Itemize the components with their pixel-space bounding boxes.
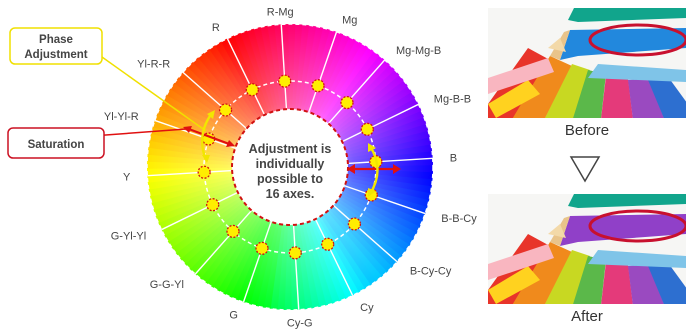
phase-arrowhead-left-down: [202, 155, 210, 163]
axis-label: Mg: [342, 15, 357, 27]
axis-line: [194, 209, 253, 275]
axis-label: B: [450, 152, 457, 164]
axis-label: Yl-R-R: [137, 59, 170, 71]
saturation-arrowhead-left-in: [226, 140, 235, 147]
axis-marker: [360, 122, 374, 136]
axis-line: [314, 218, 354, 296]
saturation-callout: [7, 127, 105, 159]
axis-marker: [278, 74, 292, 88]
axis-label: R: [212, 22, 220, 34]
axis-label: G: [229, 310, 238, 322]
axis-line: [344, 185, 426, 215]
axis-marker: [197, 165, 211, 179]
axis-label: Yl-Yl-R: [104, 111, 139, 123]
saturation-arrowhead-right-out: [393, 164, 401, 174]
axis-line: [292, 224, 300, 310]
axis-label: Cy-G: [287, 318, 313, 329]
after-photo: [488, 194, 686, 304]
after-caption: After: [571, 308, 603, 325]
center-text-line-3: possible to: [257, 172, 323, 186]
axis-marker: [311, 79, 325, 93]
axis-line: [280, 24, 288, 110]
axis-label: Y: [123, 172, 131, 184]
axis-label: R-Mg: [267, 6, 294, 18]
axis-line: [161, 191, 239, 231]
axis-marker: [255, 241, 269, 255]
axis-marker: [226, 224, 240, 239]
after-pencils-image: [488, 194, 686, 304]
saturation-arrowhead-left-out: [183, 126, 192, 133]
axis-line: [341, 103, 419, 143]
transition-down-arrow: [568, 154, 602, 184]
center-text-line-1: Adjustment is: [249, 142, 332, 156]
axis-label: G-Yl-Yl: [111, 230, 146, 242]
axis-label: Mg-Mg-B: [396, 45, 441, 57]
before-caption: Before: [564, 122, 610, 139]
saturation-arrowhead-right-in: [347, 164, 355, 174]
axis-line: [226, 38, 266, 116]
phase-callout-line-2: Adjustment: [24, 49, 87, 61]
axis-lines: [147, 24, 433, 310]
axis-marker: [340, 95, 354, 110]
axis-line: [327, 59, 386, 125]
saturation-arrow-left: [185, 126, 233, 147]
phase-arrowhead-left-up: [207, 110, 215, 119]
axis-label: B-Cy-Cy: [410, 265, 452, 277]
axis-label: Mg-B-B: [434, 94, 471, 106]
axis-label: B-B-Cy: [441, 213, 477, 225]
phase-callout-line-1: Phase: [39, 34, 73, 46]
phase-leader-line: [94, 51, 207, 132]
axis-marker: [321, 237, 335, 251]
axis-labels: R R-Mg Mg Mg-Mg-B Mg-B-B B B-B-Cy B-Cy-Cy Cy Cy-G…: [104, 6, 477, 329]
axis-line: [154, 119, 236, 149]
axis-marker: [347, 217, 362, 231]
phase-arrowhead-right-up: [368, 143, 376, 152]
down-triangle-icon: [569, 156, 601, 183]
outer-dashed-ring: [146, 23, 434, 311]
axis-label: G-G-Yl: [150, 279, 184, 291]
center-disc: [231, 108, 349, 226]
axis-marker: [206, 198, 220, 212]
axis-line: [242, 221, 272, 303]
axis-marker: [218, 103, 233, 117]
center-text-line-2: individually: [256, 157, 325, 171]
axis-marker: [288, 246, 302, 260]
after-highlight-ellipse: [588, 209, 686, 243]
axis-label: Cy: [360, 302, 374, 314]
phase-adjustment-callout: [9, 27, 103, 65]
before-photo: [488, 8, 686, 118]
axis-line: [182, 71, 248, 130]
before-pencils-image: [488, 8, 686, 118]
center-text-line-4: 16 axes.: [266, 187, 315, 201]
axis-line: [147, 169, 233, 177]
axis-line: [347, 157, 433, 165]
axis-marker: [245, 83, 259, 97]
saturation-callout-label: Saturation: [28, 139, 85, 151]
axis-line: [308, 31, 338, 113]
axis-line: [332, 204, 398, 263]
before-highlight-ellipse: [588, 23, 686, 57]
saturation-leader-line: [91, 128, 187, 137]
phase-arrowhead-right-down: [368, 188, 376, 197]
